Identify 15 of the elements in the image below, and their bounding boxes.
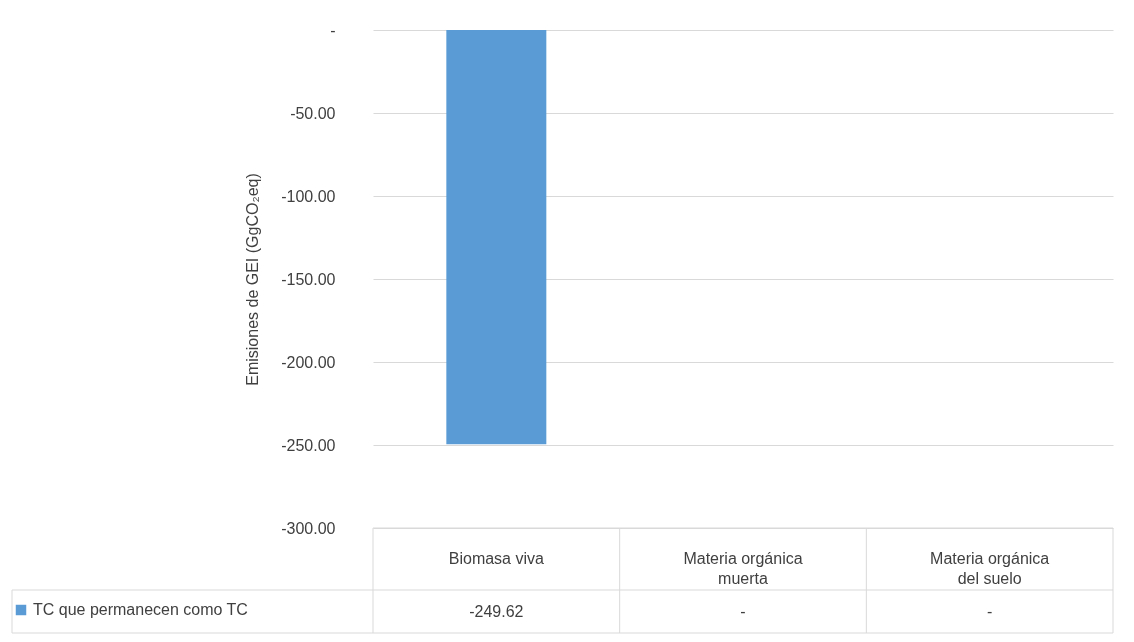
legend-label: TC que permanecen como TC — [33, 601, 248, 618]
y-tick-label: -100.00 — [281, 187, 336, 205]
y-tick-label: - — [330, 21, 336, 39]
y-tick-label: -150.00 — [281, 270, 336, 288]
x-tick-label: Biomasa viva — [448, 550, 545, 567]
data-label: - — [987, 603, 993, 620]
x-tick-label: Materia orgánica muerta — [683, 550, 803, 587]
data-label: - — [740, 603, 746, 620]
y-tick-label: -200.00 — [281, 353, 336, 371]
x-tick-label: Materia orgánica del suelo — [930, 550, 1050, 587]
y-axis-title: Emisiones de GEI (GgCO₂eq) — [244, 173, 262, 386]
y-tick-label: -50.00 — [290, 104, 336, 122]
y-tick-label: -250.00 — [281, 436, 336, 454]
data-label: -249.62 — [469, 603, 524, 620]
y-tick-label: -300.00 — [281, 519, 336, 537]
